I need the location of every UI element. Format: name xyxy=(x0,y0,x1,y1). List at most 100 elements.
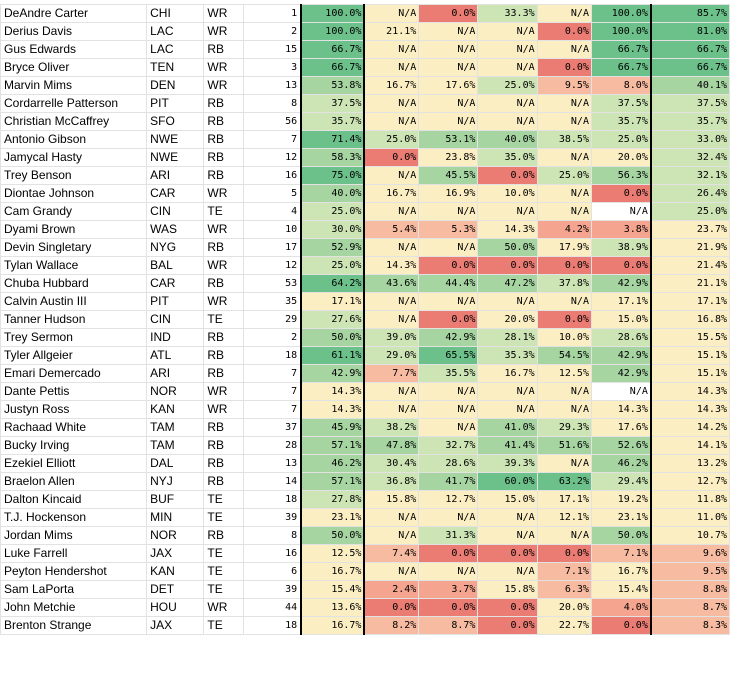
table-row[interactable]: Justyn Ross KAN WR 7 14.3% N/A N/A N/A N/A 14.3% 1… xyxy=(0,400,730,419)
position-cell[interactable]: RB xyxy=(203,112,244,131)
pct-cell-6[interactable]: 4.0% xyxy=(590,598,652,617)
position-cell[interactable]: TE xyxy=(203,544,244,563)
team-cell[interactable]: NOR xyxy=(146,382,205,401)
team-cell[interactable]: MIN xyxy=(146,508,205,527)
count-cell[interactable]: 6 xyxy=(242,562,303,581)
pct-cell-2[interactable]: N/A xyxy=(363,400,420,419)
count-cell[interactable]: 10 xyxy=(242,220,303,239)
pct-cell-7[interactable]: 81.0% xyxy=(650,22,730,41)
pct-cell-5[interactable]: 7.1% xyxy=(536,562,592,581)
player-name-cell[interactable]: Dyami Brown xyxy=(0,220,148,239)
table-row[interactable]: Jordan Mims NOR RB 8 50.0% N/A 31.3% N/A N/A 50.0… xyxy=(0,526,730,545)
player-name-cell[interactable]: Justyn Ross xyxy=(0,400,148,419)
pct-cell-3[interactable]: 44.4% xyxy=(418,274,479,293)
table-row[interactable]: Devin Singletary NYG RB 17 52.9% N/A N/A 50.0% 1… xyxy=(0,238,730,257)
team-cell[interactable]: SFO xyxy=(146,112,205,131)
pct-cell-6[interactable]: N/A xyxy=(590,202,652,221)
player-name-cell[interactable]: Tyler Allgeier xyxy=(0,346,148,365)
count-cell[interactable]: 18 xyxy=(242,616,303,635)
table-row[interactable]: Luke Farrell JAX TE 16 12.5% 7.4% 0.0% 0.0% 0.0%… xyxy=(0,544,730,563)
pct-cell-4[interactable]: N/A xyxy=(477,400,538,419)
position-cell[interactable]: RB xyxy=(203,472,244,491)
pct-cell-6[interactable]: 17.6% xyxy=(590,418,652,437)
team-cell[interactable]: NYJ xyxy=(146,472,205,491)
player-name-cell[interactable]: Sam LaPorta xyxy=(0,580,148,599)
pct-cell-6[interactable]: 52.6% xyxy=(590,436,652,455)
pct-cell-6[interactable]: 100.0% xyxy=(590,4,652,23)
position-cell[interactable]: WR xyxy=(203,382,244,401)
team-cell[interactable]: HOU xyxy=(146,598,205,617)
team-cell[interactable]: LAC xyxy=(146,22,205,41)
pct-cell-6[interactable]: 8.0% xyxy=(590,76,652,95)
count-cell[interactable]: 17 xyxy=(242,238,303,257)
count-cell[interactable]: 29 xyxy=(242,310,303,329)
table-row[interactable]: Cam Grandy CIN TE 4 25.0% N/A N/A N/A N/A N/A 25.0… xyxy=(0,202,730,221)
pct-cell-2[interactable]: 29.0% xyxy=(363,346,420,365)
pct-cell-5[interactable]: N/A xyxy=(536,94,592,113)
pct-cell-3[interactable]: N/A xyxy=(418,22,479,41)
pct-cell-3[interactable]: N/A xyxy=(418,202,479,221)
pct-cell-5[interactable]: N/A xyxy=(536,184,592,203)
pct-cell-5[interactable]: N/A xyxy=(536,292,592,311)
table-row[interactable]: Calvin Austin III PIT WR 35 17.1% N/A N/A N/A N/… xyxy=(0,292,730,311)
position-cell[interactable]: WR xyxy=(203,4,244,23)
pct-cell-6[interactable]: 14.3% xyxy=(590,400,652,419)
pct-cell-5[interactable]: 12.5% xyxy=(536,364,592,383)
player-name-cell[interactable]: Jordan Mims xyxy=(0,526,148,545)
pct-cell-1[interactable]: 45.9% xyxy=(300,418,366,437)
pct-cell-4[interactable]: 0.0% xyxy=(477,616,538,635)
pct-cell-3[interactable]: 5.3% xyxy=(418,220,479,239)
pct-cell-1[interactable]: 46.2% xyxy=(300,454,366,473)
pct-cell-2[interactable]: N/A xyxy=(363,292,420,311)
count-cell[interactable]: 14 xyxy=(242,472,303,491)
pct-cell-3[interactable]: N/A xyxy=(418,418,479,437)
team-cell[interactable]: ATL xyxy=(146,346,205,365)
pct-cell-7[interactable]: 11.8% xyxy=(650,490,730,509)
pct-cell-3[interactable]: 45.5% xyxy=(418,166,479,185)
player-name-cell[interactable]: Rachaad White xyxy=(0,418,148,437)
table-row[interactable]: Sam LaPorta DET TE 39 15.4% 2.4% 3.7% 15.8% 6.3%… xyxy=(0,580,730,599)
table-row[interactable]: Dante Pettis NOR WR 7 14.3% N/A N/A N/A N/A N/A 14… xyxy=(0,382,730,401)
player-name-cell[interactable]: Dante Pettis xyxy=(0,382,148,401)
player-name-cell[interactable]: Brenton Strange xyxy=(0,616,148,635)
count-cell[interactable]: 2 xyxy=(242,22,303,41)
player-name-cell[interactable]: Tanner Hudson xyxy=(0,310,148,329)
count-cell[interactable]: 16 xyxy=(242,544,303,563)
pct-cell-2[interactable]: N/A xyxy=(363,58,420,77)
pct-cell-1[interactable]: 27.8% xyxy=(300,490,366,509)
position-cell[interactable]: TE xyxy=(203,490,244,509)
position-cell[interactable]: RB xyxy=(203,238,244,257)
pct-cell-3[interactable]: 3.7% xyxy=(418,580,479,599)
pct-cell-1[interactable]: 35.7% xyxy=(300,112,366,131)
pct-cell-2[interactable]: N/A xyxy=(363,508,420,527)
pct-cell-4[interactable]: 60.0% xyxy=(477,472,538,491)
pct-cell-5[interactable]: 20.0% xyxy=(536,598,592,617)
pct-cell-2[interactable]: N/A xyxy=(363,94,420,113)
pct-cell-7[interactable]: 14.3% xyxy=(650,382,730,401)
pct-cell-7[interactable]: 23.7% xyxy=(650,220,730,239)
player-name-cell[interactable]: Trey Sermon xyxy=(0,328,148,347)
pct-cell-2[interactable]: 7.4% xyxy=(363,544,420,563)
pct-cell-6[interactable]: 25.0% xyxy=(590,130,652,149)
position-cell[interactable]: WR xyxy=(203,76,244,95)
pct-cell-6[interactable]: 56.3% xyxy=(590,166,652,185)
pct-cell-3[interactable]: 28.6% xyxy=(418,454,479,473)
team-cell[interactable]: DET xyxy=(146,580,205,599)
table-row[interactable]: Rachaad White TAM RB 37 45.9% 38.2% N/A 41.0% 29… xyxy=(0,418,730,437)
position-cell[interactable]: RB xyxy=(203,454,244,473)
pct-cell-1[interactable]: 61.1% xyxy=(300,346,366,365)
pct-cell-5[interactable]: N/A xyxy=(536,148,592,167)
team-cell[interactable]: PIT xyxy=(146,292,205,311)
pct-cell-6[interactable]: 42.9% xyxy=(590,274,652,293)
pct-cell-1[interactable]: 37.5% xyxy=(300,94,366,113)
pct-cell-5[interactable]: 10.0% xyxy=(536,328,592,347)
table-row[interactable]: Tyler Allgeier ATL RB 18 61.1% 29.0% 65.5% 35.3… xyxy=(0,346,730,365)
pct-cell-6[interactable]: 15.4% xyxy=(590,580,652,599)
player-name-cell[interactable]: Calvin Austin III xyxy=(0,292,148,311)
table-row[interactable]: Christian McCaffrey SFO RB 56 35.7% N/A N/A N/A… xyxy=(0,112,730,131)
pct-cell-7[interactable]: 25.0% xyxy=(650,202,730,221)
pct-cell-3[interactable]: 12.7% xyxy=(418,490,479,509)
pct-cell-3[interactable]: N/A xyxy=(418,382,479,401)
pct-cell-3[interactable]: 0.0% xyxy=(418,598,479,617)
pct-cell-4[interactable]: N/A xyxy=(477,58,538,77)
